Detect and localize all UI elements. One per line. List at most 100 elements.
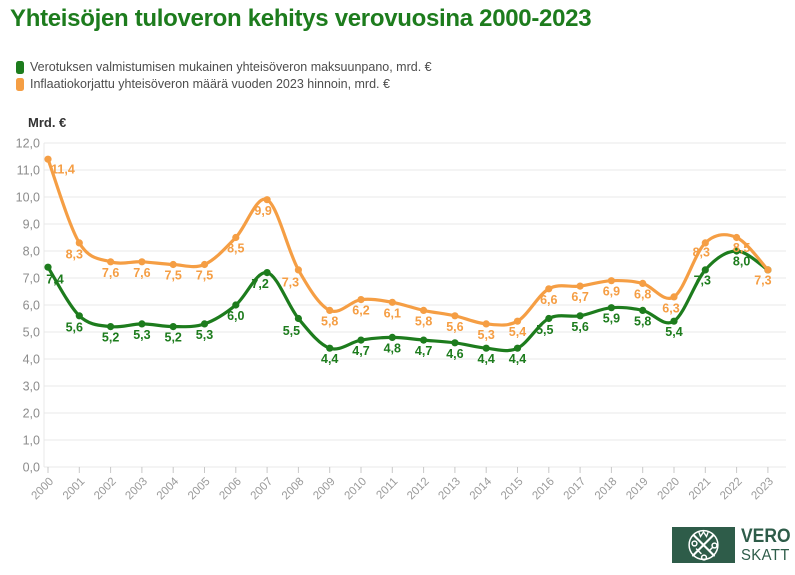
- data-point: [607, 304, 616, 312]
- data-point: [639, 306, 647, 314]
- data-point: [44, 155, 52, 163]
- legend-swatch-green-icon: [16, 60, 24, 74]
- data-point: [75, 239, 83, 247]
- data-label: 5,4: [665, 325, 682, 339]
- data-point: [670, 317, 678, 325]
- data-label: 4,7: [415, 344, 432, 358]
- data-label: 8,5: [733, 241, 750, 255]
- data-label: 5,2: [165, 331, 182, 345]
- y-tick-label: 12,0: [16, 137, 40, 151]
- x-tick-marks: [47, 467, 769, 473]
- x-tick-label: 2009: [311, 476, 338, 503]
- data-label: 4,7: [352, 344, 369, 358]
- legend: Verotuksen valmistumisen mukainen yhteis…: [16, 59, 432, 93]
- data-label: 7,6: [133, 266, 150, 280]
- data-point: [576, 282, 584, 290]
- data-point: [733, 233, 741, 242]
- data-label: 6,8: [634, 287, 651, 301]
- data-label: 7,3: [694, 273, 711, 287]
- data-label: 5,5: [536, 323, 553, 337]
- data-point: [733, 247, 741, 255]
- data-label: 7,4: [46, 273, 63, 287]
- x-tick-label: 2010: [343, 476, 370, 503]
- data-point: [482, 344, 490, 352]
- x-tick-label: 2023: [749, 476, 776, 503]
- data-point: [388, 298, 396, 306]
- data-label: 6,7: [571, 290, 588, 304]
- x-tick-label: 2017: [562, 476, 589, 503]
- data-point: [138, 258, 146, 266]
- data-label: 9,9: [254, 204, 271, 218]
- x-tick-label: 2015: [499, 476, 526, 503]
- data-label: 8,5: [227, 242, 244, 256]
- data-label: 7,3: [754, 273, 771, 287]
- data-label: 4,4: [321, 352, 338, 366]
- data-label: 5,6: [571, 320, 588, 334]
- gridlines: [43, 142, 786, 468]
- data-label: 8,0: [733, 255, 750, 269]
- y-tick-label: 11,0: [17, 164, 40, 178]
- data-label: 4,4: [509, 352, 526, 366]
- y-tick-label: 4,0: [23, 353, 40, 367]
- series-labels-green: 7,4 5,6 5,2 5,3 5,2 5,3 6,0 7,2 5,5 4,4 4,7 4,8 4,7 4…: [46, 255, 750, 367]
- y-tick-label: 1,0: [23, 434, 40, 448]
- data-label: 5,5: [283, 324, 300, 338]
- x-tick-label: 2018: [593, 476, 620, 503]
- x-tick-label: 2007: [249, 476, 276, 503]
- logo-text-skatt: SKATT: [741, 547, 790, 564]
- data-label: 6,1: [384, 306, 401, 320]
- data-point: [545, 314, 553, 323]
- data-label: 5,8: [634, 314, 651, 328]
- logo-text-vero: VERO: [741, 526, 791, 547]
- data-label: 6,6: [540, 293, 557, 307]
- data-point: [169, 323, 177, 331]
- y-tick-label: 6,0: [23, 299, 40, 313]
- x-tick-label: 2004: [155, 475, 182, 502]
- data-point: [107, 323, 115, 331]
- x-tick-label: 2016: [530, 476, 557, 503]
- data-point: [545, 285, 553, 293]
- data-point: [701, 239, 709, 247]
- series-orange: [44, 155, 772, 328]
- legend-label-green: Verotuksen valmistumisen mukainen yhteis…: [30, 60, 432, 74]
- data-point: [232, 233, 240, 242]
- data-label: 5,4: [509, 325, 526, 339]
- series-labels-orange: 11,4 8,3 7,6 7,6 7,5 7,5 8,5 9,9 7,3 5,8 6,2 6,1 5,8…: [51, 163, 771, 342]
- data-point: [482, 320, 490, 328]
- series-line: [46, 157, 770, 327]
- y-tick-label: 0,0: [23, 461, 40, 475]
- data-label: 5,8: [321, 314, 338, 328]
- vero-skatt-logo: VERO SKATT: [672, 527, 795, 564]
- data-point: [388, 333, 396, 341]
- y-tick-label: 2,0: [23, 407, 40, 421]
- data-point: [670, 293, 678, 301]
- data-point: [513, 317, 522, 325]
- data-label: 4,8: [384, 341, 401, 355]
- data-point: [263, 196, 271, 204]
- x-tick-label: 2014: [468, 475, 495, 502]
- data-point: [513, 344, 522, 352]
- y-tick-label: 3,0: [23, 380, 40, 394]
- data-label: 5,9: [603, 312, 620, 326]
- data-point: [44, 263, 52, 271]
- data-point: [326, 306, 334, 314]
- data-point: [451, 339, 459, 347]
- data-point: [294, 314, 302, 323]
- legend-item-orange: Inflaatiokorjattu yhteisöveron määrä vuo…: [16, 76, 432, 92]
- data-label: 5,3: [133, 328, 150, 342]
- x-tick-label: 2022: [718, 476, 745, 503]
- data-label: 5,6: [446, 320, 463, 334]
- legend-item-green: Verotuksen valmistumisen mukainen yhteis…: [16, 59, 432, 75]
- y-tick-label: 8,0: [23, 245, 40, 259]
- y-tick-label: 5,0: [23, 326, 40, 340]
- data-point: [420, 336, 428, 344]
- data-point: [576, 312, 584, 320]
- series-line: [46, 249, 770, 353]
- chart-title: Yhteisöjen tuloveron kehitys verovuosina…: [10, 5, 592, 32]
- data-label: 6,2: [352, 304, 369, 318]
- data-point: [451, 312, 459, 320]
- data-point: [107, 258, 115, 266]
- data-label: 11,4: [51, 163, 75, 177]
- x-tick-label: 2005: [186, 476, 213, 503]
- x-tick-label: 2001: [61, 476, 88, 503]
